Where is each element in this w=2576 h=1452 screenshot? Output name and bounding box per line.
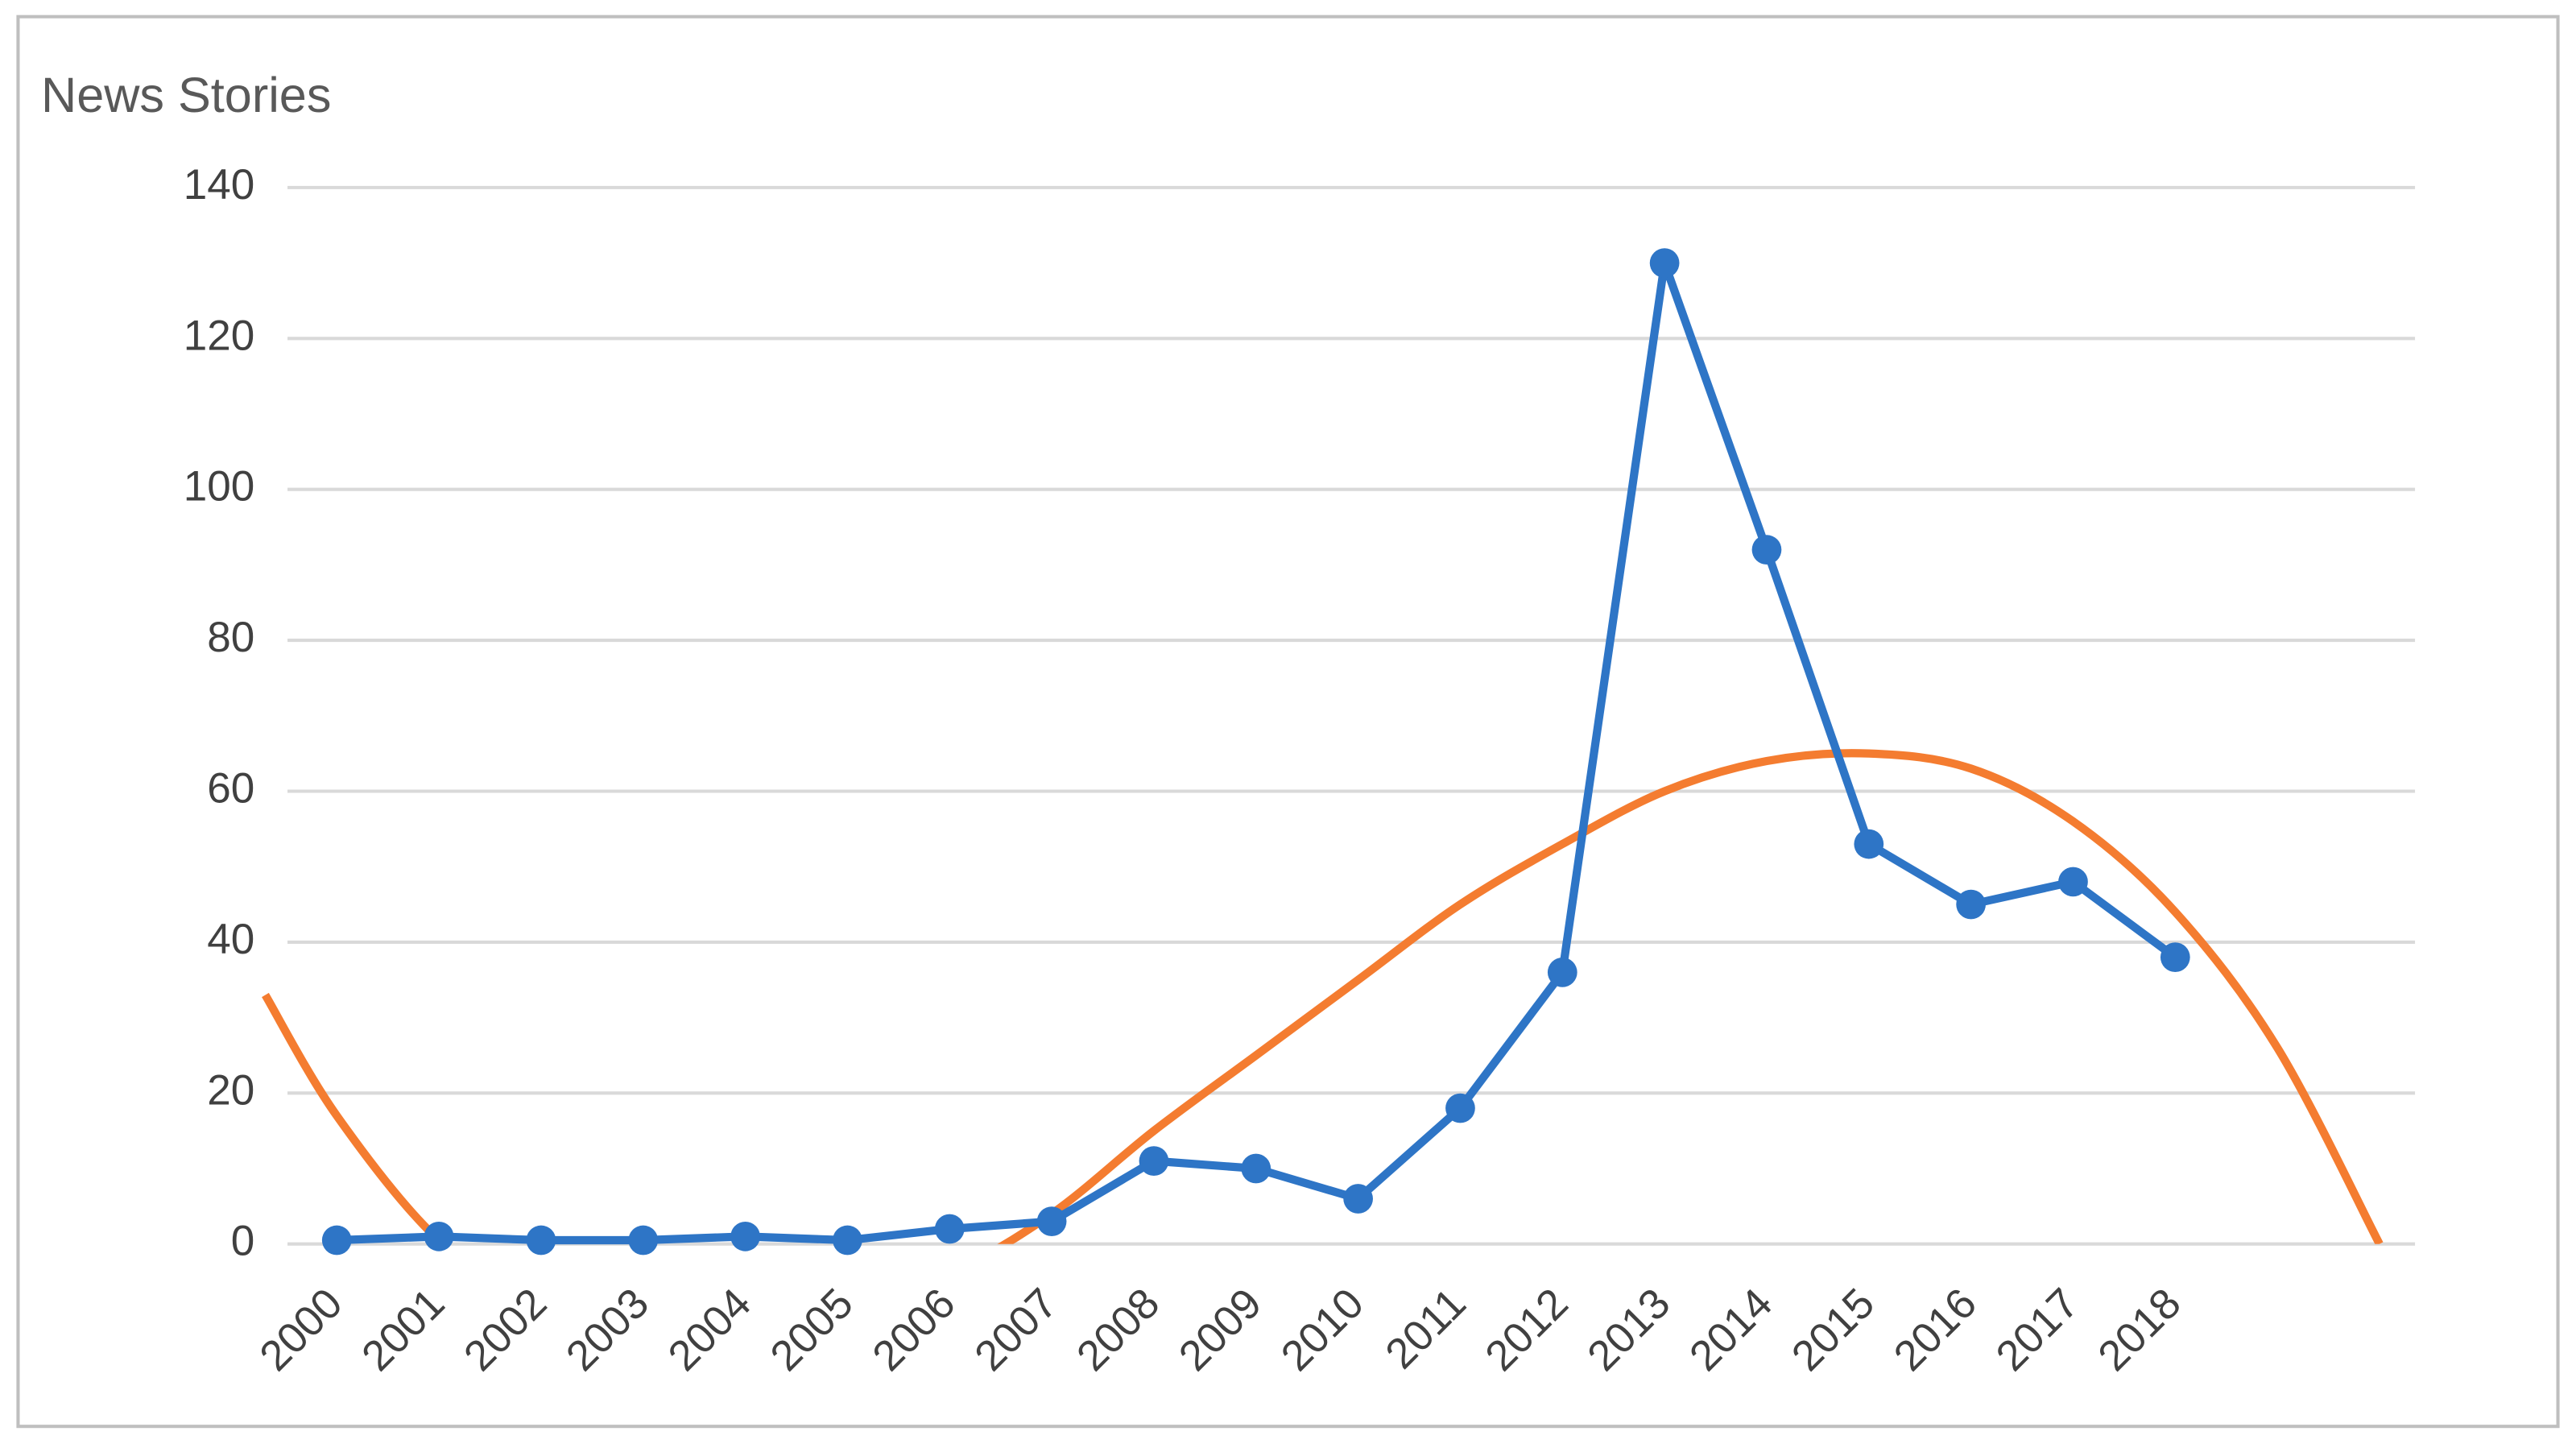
point-marker xyxy=(2058,867,2088,897)
point-marker xyxy=(1547,958,1577,987)
chart-border xyxy=(16,14,2560,1429)
point-marker xyxy=(833,1225,862,1256)
series-line xyxy=(262,749,2384,1244)
point-marker xyxy=(1139,1146,1169,1177)
point-marker xyxy=(321,1225,352,1256)
y-tick-label: 40 xyxy=(207,916,254,963)
point-marker xyxy=(1854,829,1884,859)
point-marker xyxy=(1445,1093,1475,1123)
y-tick-label: 60 xyxy=(207,765,254,813)
point-marker xyxy=(1241,1153,1271,1184)
chart-title: News Stories xyxy=(41,68,331,122)
y-tick-label: 80 xyxy=(207,614,254,661)
point-marker xyxy=(1956,889,1987,920)
y-tick-label: 120 xyxy=(184,312,254,359)
point-marker xyxy=(526,1225,556,1256)
point-marker xyxy=(934,1214,965,1244)
point-marker xyxy=(424,1221,454,1251)
y-tick-label: 140 xyxy=(184,161,254,209)
y-tick-label: 20 xyxy=(207,1066,254,1114)
point-marker xyxy=(1751,535,1782,565)
plot-area xyxy=(262,749,2384,1244)
y-tick-label: 100 xyxy=(184,463,254,511)
y-tick-label: 0 xyxy=(231,1218,255,1265)
point-marker xyxy=(1036,1206,1067,1236)
point-marker xyxy=(1649,248,1680,278)
point-marker xyxy=(2160,942,2190,973)
point-marker xyxy=(730,1221,760,1251)
point-marker xyxy=(628,1225,659,1256)
point-marker xyxy=(1343,1184,1373,1214)
